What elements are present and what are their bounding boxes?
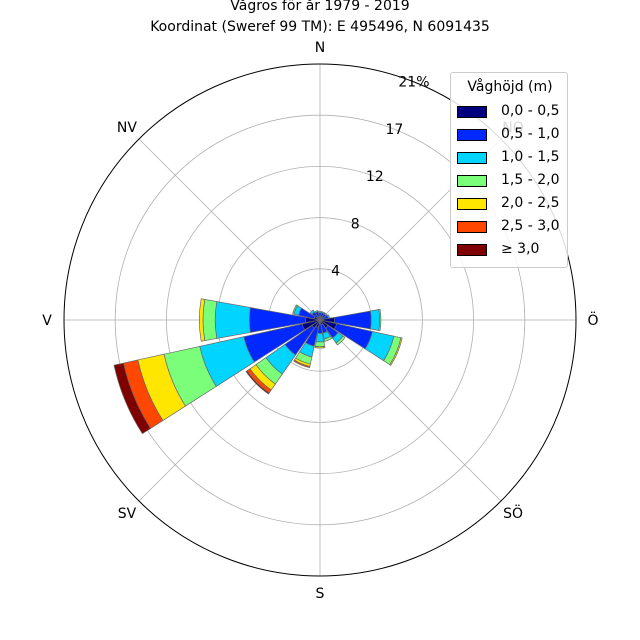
grid-spoke — [138, 138, 321, 321]
legend-label: 1,5 - 2,0 — [501, 172, 560, 188]
rose-bar-segment — [309, 309, 315, 315]
rose-bar-segment — [318, 311, 322, 314]
rose-bar-segment — [245, 370, 270, 395]
rose-bar-segment — [378, 308, 382, 332]
rose-bar-segment — [314, 310, 319, 314]
radial-tick-label: 17 — [385, 122, 403, 138]
direction-label: SV — [118, 506, 137, 522]
legend-title: Våghöjd (m) — [467, 79, 553, 95]
legend-swatch — [457, 152, 487, 164]
legend-label: 2,0 - 2,5 — [501, 195, 560, 211]
polar-frame — [63, 63, 577, 577]
rose-bar-segment — [199, 298, 206, 342]
rose-bar-segment — [335, 335, 346, 346]
direction-label: S — [316, 586, 325, 602]
direction-label: V — [42, 313, 52, 329]
rose-bar-segment — [202, 299, 218, 341]
rose-bar-segment — [369, 309, 381, 331]
legend-swatch — [457, 129, 487, 141]
legend-swatch — [457, 175, 487, 187]
legend-swatch — [457, 221, 487, 233]
legend-swatch — [457, 244, 487, 256]
legend-swatch — [457, 198, 487, 210]
grid-spoke — [319, 319, 502, 502]
rose-bar-segment — [292, 304, 298, 315]
rose-bar-segment — [314, 341, 326, 348]
direction-label: SÖ — [503, 504, 523, 522]
rose-bars — [113, 298, 403, 435]
rose-bar-segment — [314, 345, 326, 349]
rose-bar-segment — [323, 335, 333, 342]
rose-bar-segment — [293, 359, 311, 369]
chart-title: Vågros för år 1979 - 2019 — [230, 0, 410, 14]
direction-label: N — [315, 40, 325, 56]
legend-label: 2,5 - 3,0 — [501, 218, 560, 234]
legend: Våghöjd (m) 0,0 - 0,5 0,5 - 1,0 1,0 - 1,… — [450, 72, 568, 268]
direction-label: NV — [117, 120, 137, 136]
direction-label: Ö — [587, 311, 598, 329]
legend-label: 1,0 - 1,5 — [501, 149, 560, 165]
legend-label: 0,5 - 1,0 — [501, 126, 560, 142]
chart-subtitle: Koordinat (Sweref 99 TM): E 495496, N 60… — [150, 19, 490, 35]
radial-tick-label: 12 — [366, 169, 384, 185]
legend-label: 0,0 - 0,5 — [501, 103, 560, 119]
axis-labels: NNOÖSÖSSVVNV48121721% — [42, 40, 598, 602]
rose-bar-segment — [315, 332, 325, 343]
rose-bar-segment — [326, 314, 330, 319]
radial-tick-label: 8 — [351, 216, 360, 232]
legend-swatch — [457, 106, 487, 118]
radial-tick-label: 21% — [398, 74, 429, 90]
radial-tick-label: 4 — [331, 264, 340, 280]
legend-label: ≥ 3,0 — [501, 241, 540, 257]
rose-bar-segment — [214, 301, 251, 339]
rose-bar-segment — [389, 337, 403, 366]
rose-bar-segment — [113, 362, 152, 435]
